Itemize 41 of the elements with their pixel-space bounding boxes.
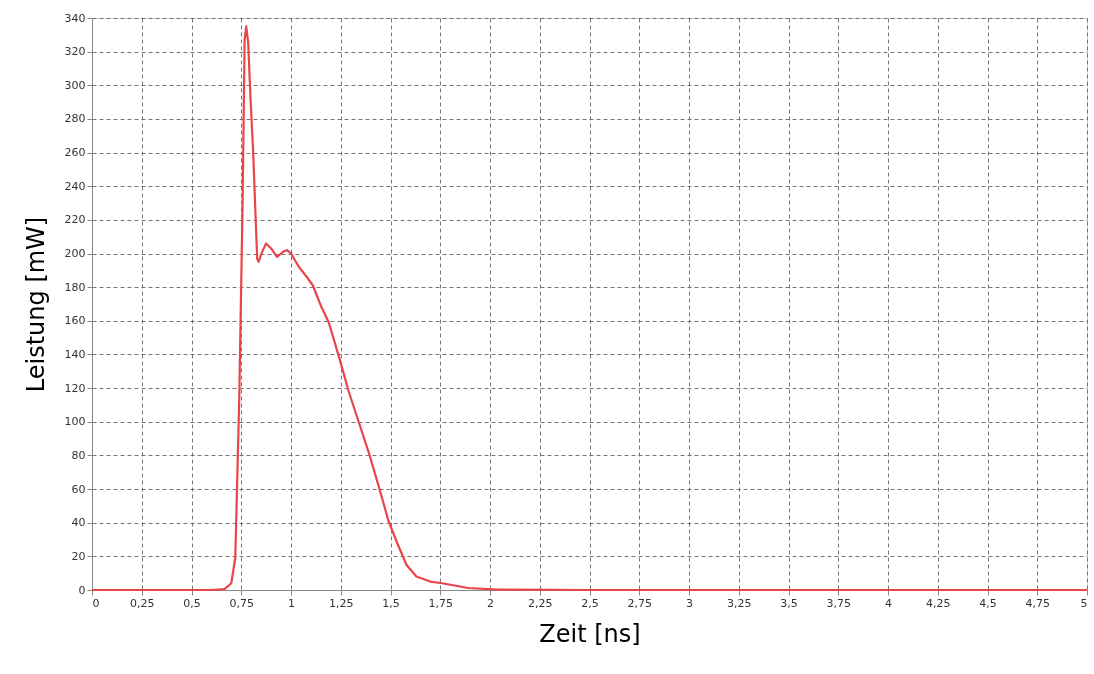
x-tick-label: 0,5	[183, 596, 201, 610]
x-tick-label: 4,75	[1025, 596, 1050, 610]
y-tick-label: 80	[71, 448, 86, 462]
y-tick-label: 260	[64, 146, 86, 160]
x-tick-label: 1,75	[428, 596, 453, 610]
x-tick-label: 1,25	[329, 596, 354, 610]
x-tick-label: 4	[885, 596, 892, 610]
x-tick-label: 2,25	[528, 596, 553, 610]
y-tick-label: 60	[71, 482, 86, 496]
x-tick-label: 1,5	[382, 596, 400, 610]
y-tick-label: 100	[64, 415, 86, 429]
y-tick-label: 120	[64, 381, 86, 395]
y-tick-label: 200	[64, 247, 86, 261]
y-tick-label: 140	[64, 347, 86, 361]
x-axis-title: Zeit [ns]	[539, 619, 641, 648]
y-tick-label: 40	[71, 516, 86, 530]
y-tick-label: 20	[71, 549, 86, 563]
y-tick-label: 320	[64, 45, 86, 59]
x-tick-label: 4,5	[979, 596, 997, 610]
x-tick-label: 4,25	[926, 596, 951, 610]
y-axis-title: Leistung [mW]	[21, 216, 50, 393]
x-tick-label: 1	[288, 596, 295, 610]
x-tick-label: 0	[92, 596, 100, 610]
y-tick-label: 0	[78, 583, 86, 597]
x-tick-label: 5	[1080, 596, 1088, 610]
x-tick-label: 2	[487, 596, 494, 610]
x-tick-label: 3,75	[826, 596, 851, 610]
y-tick-label: 340	[64, 11, 86, 25]
x-tick-label: 3,25	[727, 596, 752, 610]
y-tick-label: 280	[64, 112, 86, 126]
y-tick-label: 180	[64, 280, 86, 294]
y-tick-label: 240	[64, 179, 86, 193]
x-tick-label: 3,5	[780, 596, 798, 610]
x-tick-label: 2,75	[627, 596, 652, 610]
x-tick-label: 0,25	[130, 596, 155, 610]
y-tick-label: 160	[64, 314, 86, 328]
y-tick-label: 300	[64, 78, 86, 92]
y-tick-label: 220	[64, 213, 86, 227]
x-tick-label: 3	[686, 596, 693, 610]
x-tick-label: 0,75	[229, 596, 254, 610]
x-tick-label: 2,5	[581, 596, 599, 610]
